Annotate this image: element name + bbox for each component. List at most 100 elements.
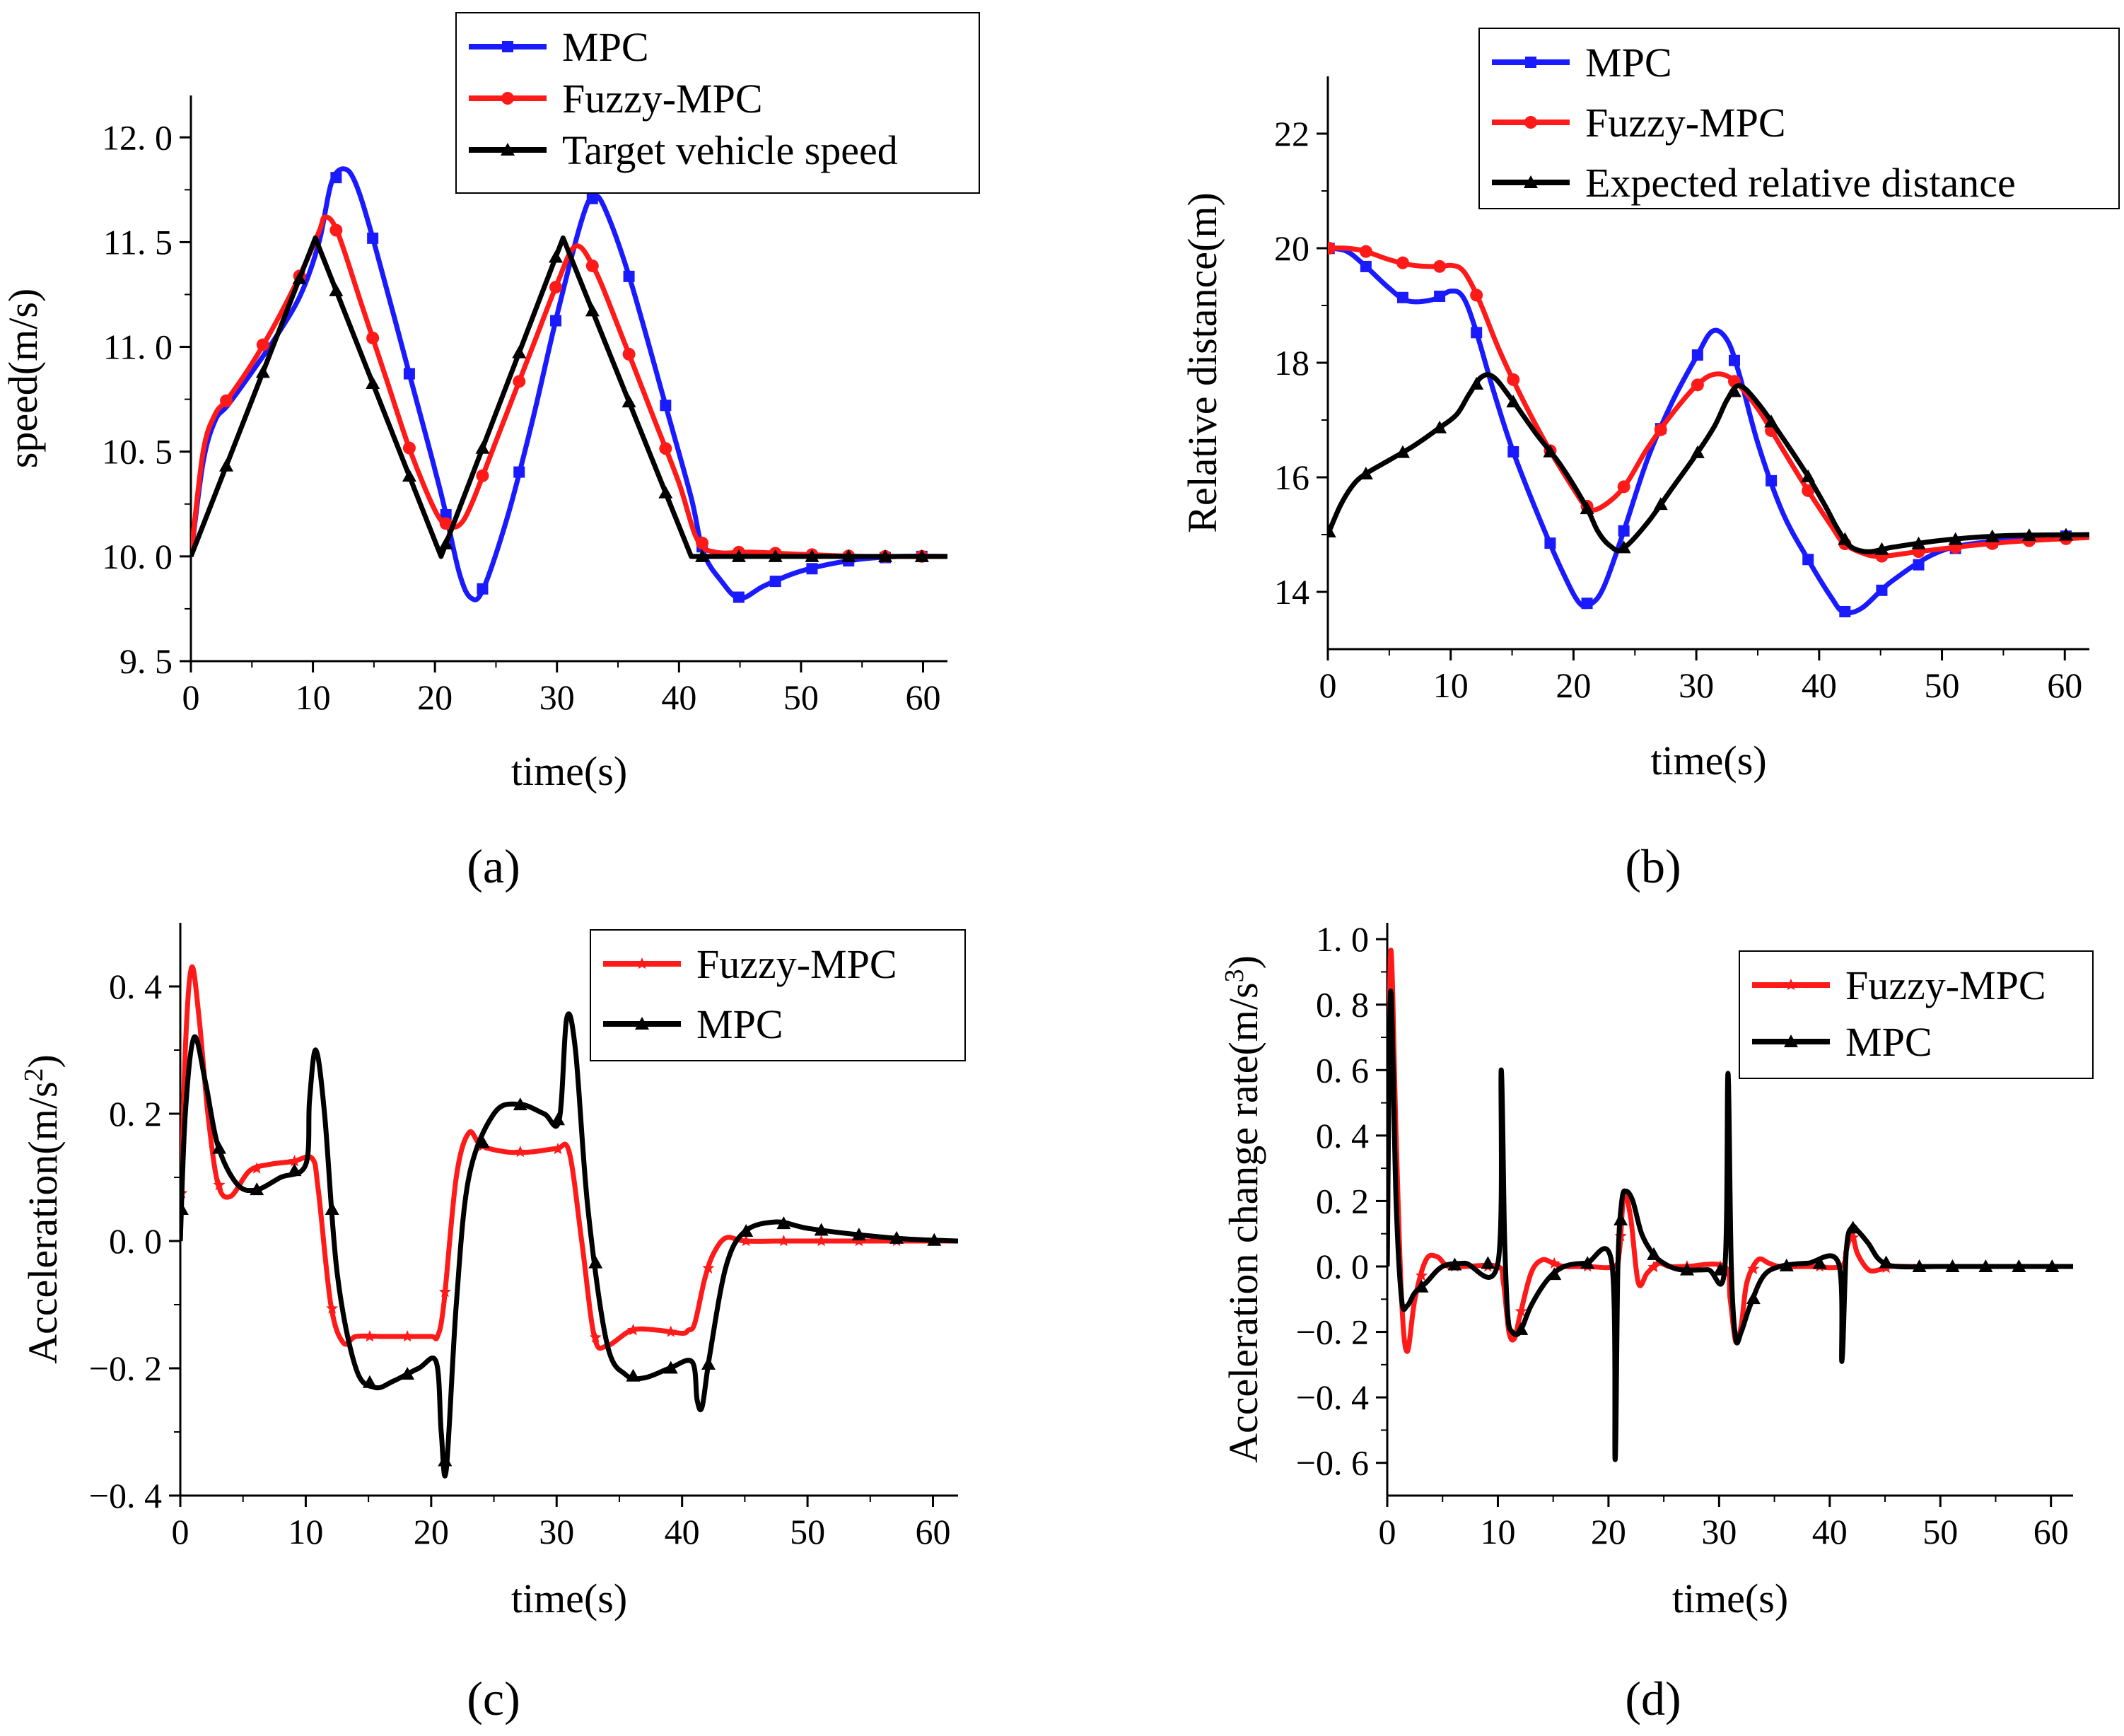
legend-sample-marker (1524, 116, 1537, 129)
legend-sample-marker (501, 143, 515, 156)
y-tick-label: 0. 0 (109, 1221, 162, 1261)
x-axis-label: time(s) (1650, 738, 1766, 783)
legend-box (1478, 28, 2120, 209)
x-axis-label: time(s) (1672, 1575, 1788, 1621)
legend: Fuzzy-MPC MPC (590, 929, 966, 1061)
data-point (1747, 1262, 1760, 1274)
panel-label-d-text: (d) (1625, 1672, 1681, 1725)
data-point (1847, 1231, 1860, 1243)
series-expected-relative-distance (1328, 372, 2089, 555)
x-tick-label: 10 (1480, 1512, 1515, 1551)
y-tick-label: 0. 2 (109, 1094, 162, 1134)
data-point (626, 1368, 641, 1382)
y-tick-label: 10. 0 (102, 537, 173, 576)
data-point (696, 536, 709, 549)
data-point (622, 347, 636, 361)
legend-sample-marker (636, 957, 648, 969)
series-line (191, 235, 947, 559)
data-point (1812, 1256, 1827, 1269)
data-point (1985, 529, 2000, 542)
data-point (1647, 1247, 1662, 1260)
x-tick-label: 10 (288, 1512, 323, 1551)
data-point (623, 270, 635, 282)
data-point (660, 400, 672, 412)
data-point (914, 549, 929, 562)
x-tick-label: 20 (414, 1512, 449, 1551)
data-point (1396, 256, 1409, 269)
x-tick-label: 60 (2033, 1512, 2069, 1551)
data-point (250, 1162, 263, 1174)
data-point (1507, 445, 1519, 458)
chart-acceleration: 0 10 20 30 40 50 60 −0. 4 −0. 2 0. 0 0. 2 0. 4 time(… (19, 923, 966, 1621)
data-point (1434, 291, 1446, 303)
data-point (815, 1235, 828, 1247)
data-point (1838, 532, 1852, 545)
data-point (659, 442, 672, 455)
data-point (2045, 1259, 2060, 1272)
data-point (740, 1235, 752, 1247)
legend-sample-marker (1784, 1035, 1798, 1047)
data-point (851, 1228, 866, 1241)
axes: 0 10 20 30 40 50 60 −0. 6 −0. 4 −0. 2 0. 0 0. 2 0. 4… (1296, 919, 2073, 1551)
data-point (1614, 1212, 1628, 1225)
x-tick-label: 60 (916, 1512, 951, 1551)
data-point (1447, 1257, 1462, 1271)
data-point (1580, 1256, 1595, 1269)
data-point (439, 517, 453, 530)
legend-box (590, 929, 966, 1061)
x-tick-label: 30 (539, 677, 575, 717)
chart-relative-distance: 0 10 20 30 40 50 60 14 16 18 20 22 time(s) Relative d… (1179, 28, 2120, 783)
data-point (325, 1202, 339, 1215)
data-point (739, 1223, 754, 1237)
data-point (1581, 598, 1593, 610)
series-line (180, 1011, 958, 1479)
data-point (1433, 260, 1447, 273)
legend-label: Fuzzy-MPC (562, 76, 763, 122)
x-tick-label: 40 (1812, 1512, 1848, 1551)
data-point (701, 1357, 716, 1370)
legend-sample-marker (635, 1017, 649, 1030)
data-point (212, 1141, 226, 1154)
data-point (663, 1361, 678, 1374)
x-tick-label: 50 (1922, 1512, 1958, 1551)
legend: Fuzzy-MPC MPC (1739, 950, 2094, 1079)
data-point (1514, 1322, 1529, 1335)
data-point (362, 1375, 377, 1388)
data-point (551, 1112, 566, 1126)
legend-box (1739, 950, 2094, 1079)
panel-label-c: (c) (467, 1672, 520, 1725)
data-point (1548, 1257, 1560, 1269)
data-point (1547, 1267, 1562, 1281)
data-point (1876, 584, 1888, 596)
x-tick-label: 50 (1925, 665, 1960, 705)
data-point (288, 1155, 300, 1167)
legend-label: Expected relative distance (1585, 160, 2016, 206)
data-point (219, 458, 234, 472)
panel-label-b-text: (b) (1625, 839, 1681, 893)
data-point (1469, 376, 1484, 390)
data-point (250, 1182, 264, 1196)
y-tick-label: 0. 6 (1316, 1050, 1369, 1090)
y-tick-label: 12. 0 (102, 117, 173, 157)
legend-item: Fuzzy-MPC (603, 941, 897, 987)
data-point (658, 485, 673, 499)
legend-label: MPC (562, 24, 649, 70)
x-tick-label: 50 (790, 1512, 825, 1551)
data-point (1616, 540, 1631, 554)
data-point (2012, 1259, 2026, 1272)
data-point (877, 549, 892, 562)
data-point (220, 394, 233, 407)
legend-label: Fuzzy-MPC (696, 941, 897, 987)
data-point (438, 1453, 453, 1467)
data-point (438, 536, 453, 549)
x-tick-label: 40 (665, 1512, 700, 1551)
data-point (1360, 260, 1372, 272)
data-point (475, 1135, 490, 1148)
data-point (1359, 245, 1372, 258)
y-tick-label: 20 (1274, 228, 1309, 268)
data-point (1779, 1258, 1794, 1271)
x-tick-label: 20 (417, 677, 453, 717)
data-point (1845, 1221, 1860, 1234)
panel-label-a: (a) (467, 839, 520, 893)
data-point (1653, 497, 1668, 511)
